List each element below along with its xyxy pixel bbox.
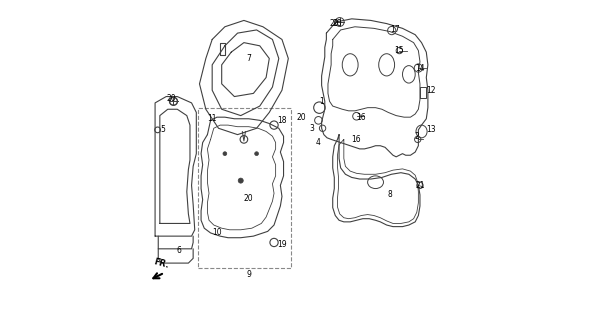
Text: 4: 4 [316, 138, 321, 147]
Text: 10: 10 [212, 228, 222, 237]
Text: 21: 21 [415, 181, 424, 190]
Circle shape [255, 152, 258, 156]
Text: 14: 14 [415, 63, 425, 73]
Text: FR.: FR. [153, 257, 170, 270]
Text: 20: 20 [166, 94, 176, 103]
Text: 2: 2 [414, 132, 419, 141]
Text: 3: 3 [309, 124, 314, 133]
Text: 6: 6 [176, 246, 181, 255]
Text: 17: 17 [389, 25, 399, 35]
Text: 7: 7 [246, 54, 251, 63]
Text: 16: 16 [352, 135, 361, 144]
Text: 12: 12 [426, 86, 436, 95]
Text: 13: 13 [426, 125, 436, 134]
Text: 20: 20 [244, 194, 253, 203]
Text: 20: 20 [329, 19, 339, 28]
Circle shape [238, 178, 243, 183]
Circle shape [223, 152, 227, 156]
Text: 9: 9 [246, 270, 251, 279]
Text: 16: 16 [356, 113, 366, 122]
Text: 20: 20 [333, 19, 343, 28]
Text: 20: 20 [296, 113, 306, 122]
Text: 19: 19 [277, 240, 287, 249]
Text: 15: 15 [394, 46, 404, 55]
Text: 18: 18 [277, 116, 287, 125]
Text: 1: 1 [319, 97, 324, 106]
Text: 11: 11 [208, 114, 217, 123]
Text: 8: 8 [388, 190, 392, 199]
Text: 5: 5 [161, 125, 166, 134]
